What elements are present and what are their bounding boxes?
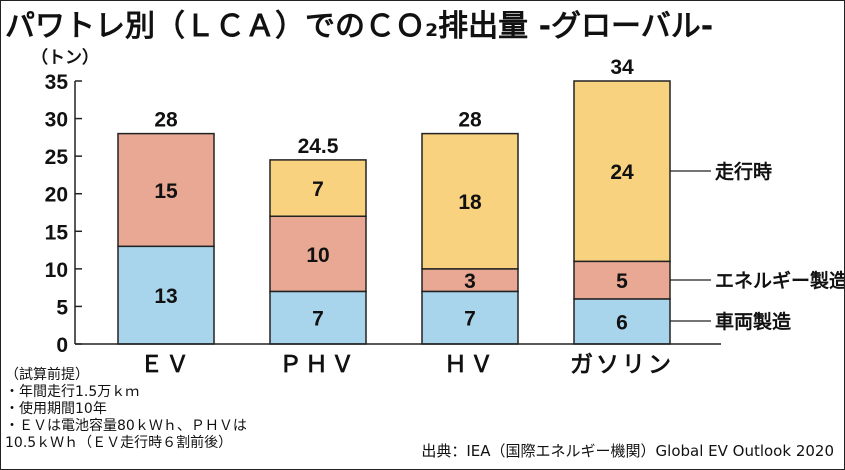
notes-heading: （試算前提） (5, 367, 89, 383)
bar-segment-label: 3 (464, 270, 476, 293)
y-tick-label: 5 (56, 296, 68, 319)
bar-segment-label: 5 (616, 270, 628, 293)
x-tick-label: ガソリン (570, 352, 674, 378)
bar-total-label: 34 (610, 56, 634, 79)
assumption-notes: （試算前提） ・年間走行1.5万ｋｍ ・使用期間10年 ・ＥＶは電池容量80ｋＷ… (5, 367, 247, 452)
y-tick-label: 20 (45, 184, 68, 207)
bar-segment-label: 13 (154, 285, 177, 308)
legend-label: 車両製造 (715, 310, 792, 333)
source-credit: 出典：IEA（国際エネルギー機関）Global EV Outlook 2020 (421, 442, 834, 460)
bar-segment-label: 7 (464, 308, 476, 331)
bar-segment (573, 80, 671, 263)
y-tick-label: 25 (45, 146, 69, 169)
bar-segment-label: 15 (154, 180, 178, 203)
y-tick-label: 30 (45, 109, 68, 132)
bar-segment-label: 6 (616, 311, 628, 334)
bar-segment-label: 10 (306, 244, 329, 267)
bar-segment-label: 24 (610, 161, 634, 184)
y-tick-label: 0 (56, 334, 68, 357)
notes-line: ・使用期間10年 (5, 401, 107, 417)
bar-total-label: 24.5 (298, 135, 339, 158)
x-tick-label: ＥＶ (140, 352, 192, 378)
bar-segment (117, 245, 215, 345)
bar-segment-label: 18 (458, 191, 482, 214)
legend-label: 走行時 (715, 160, 772, 183)
bar-segment-label: 7 (312, 308, 324, 331)
y-tick-label: 15 (45, 221, 69, 244)
bar-segment-label: 7 (312, 178, 324, 201)
bar-segment (269, 159, 367, 218)
bar-segment (269, 290, 367, 345)
bar-total-label: 28 (458, 109, 482, 132)
notes-line: ・年間走行1.5万ｋｍ (5, 384, 140, 400)
y-tick-label: 35 (45, 71, 69, 94)
y-tick-label: 10 (45, 259, 68, 282)
notes-line: 10.5ｋＷｈ（ＥＶ走行時６割前後） (5, 435, 233, 451)
x-tick-label: ＰＨＶ (279, 352, 357, 378)
x-tick-label: ＨＶ (444, 352, 496, 378)
notes-line: ・ＥＶは電池容量80ｋＷｈ、ＰＨＶは (5, 418, 247, 434)
legend-label: エネルギー製造 (715, 269, 844, 292)
bar-total-label: 28 (154, 109, 178, 132)
bar-segment (269, 215, 367, 293)
chart-title: パワトレ別（ＬＣＡ）でのＣＯ₂排出量 -グローバル- (5, 9, 714, 44)
bar-segment (117, 132, 215, 248)
y-axis-unit-label: （トン） (31, 48, 99, 68)
bar-segment (421, 132, 519, 270)
